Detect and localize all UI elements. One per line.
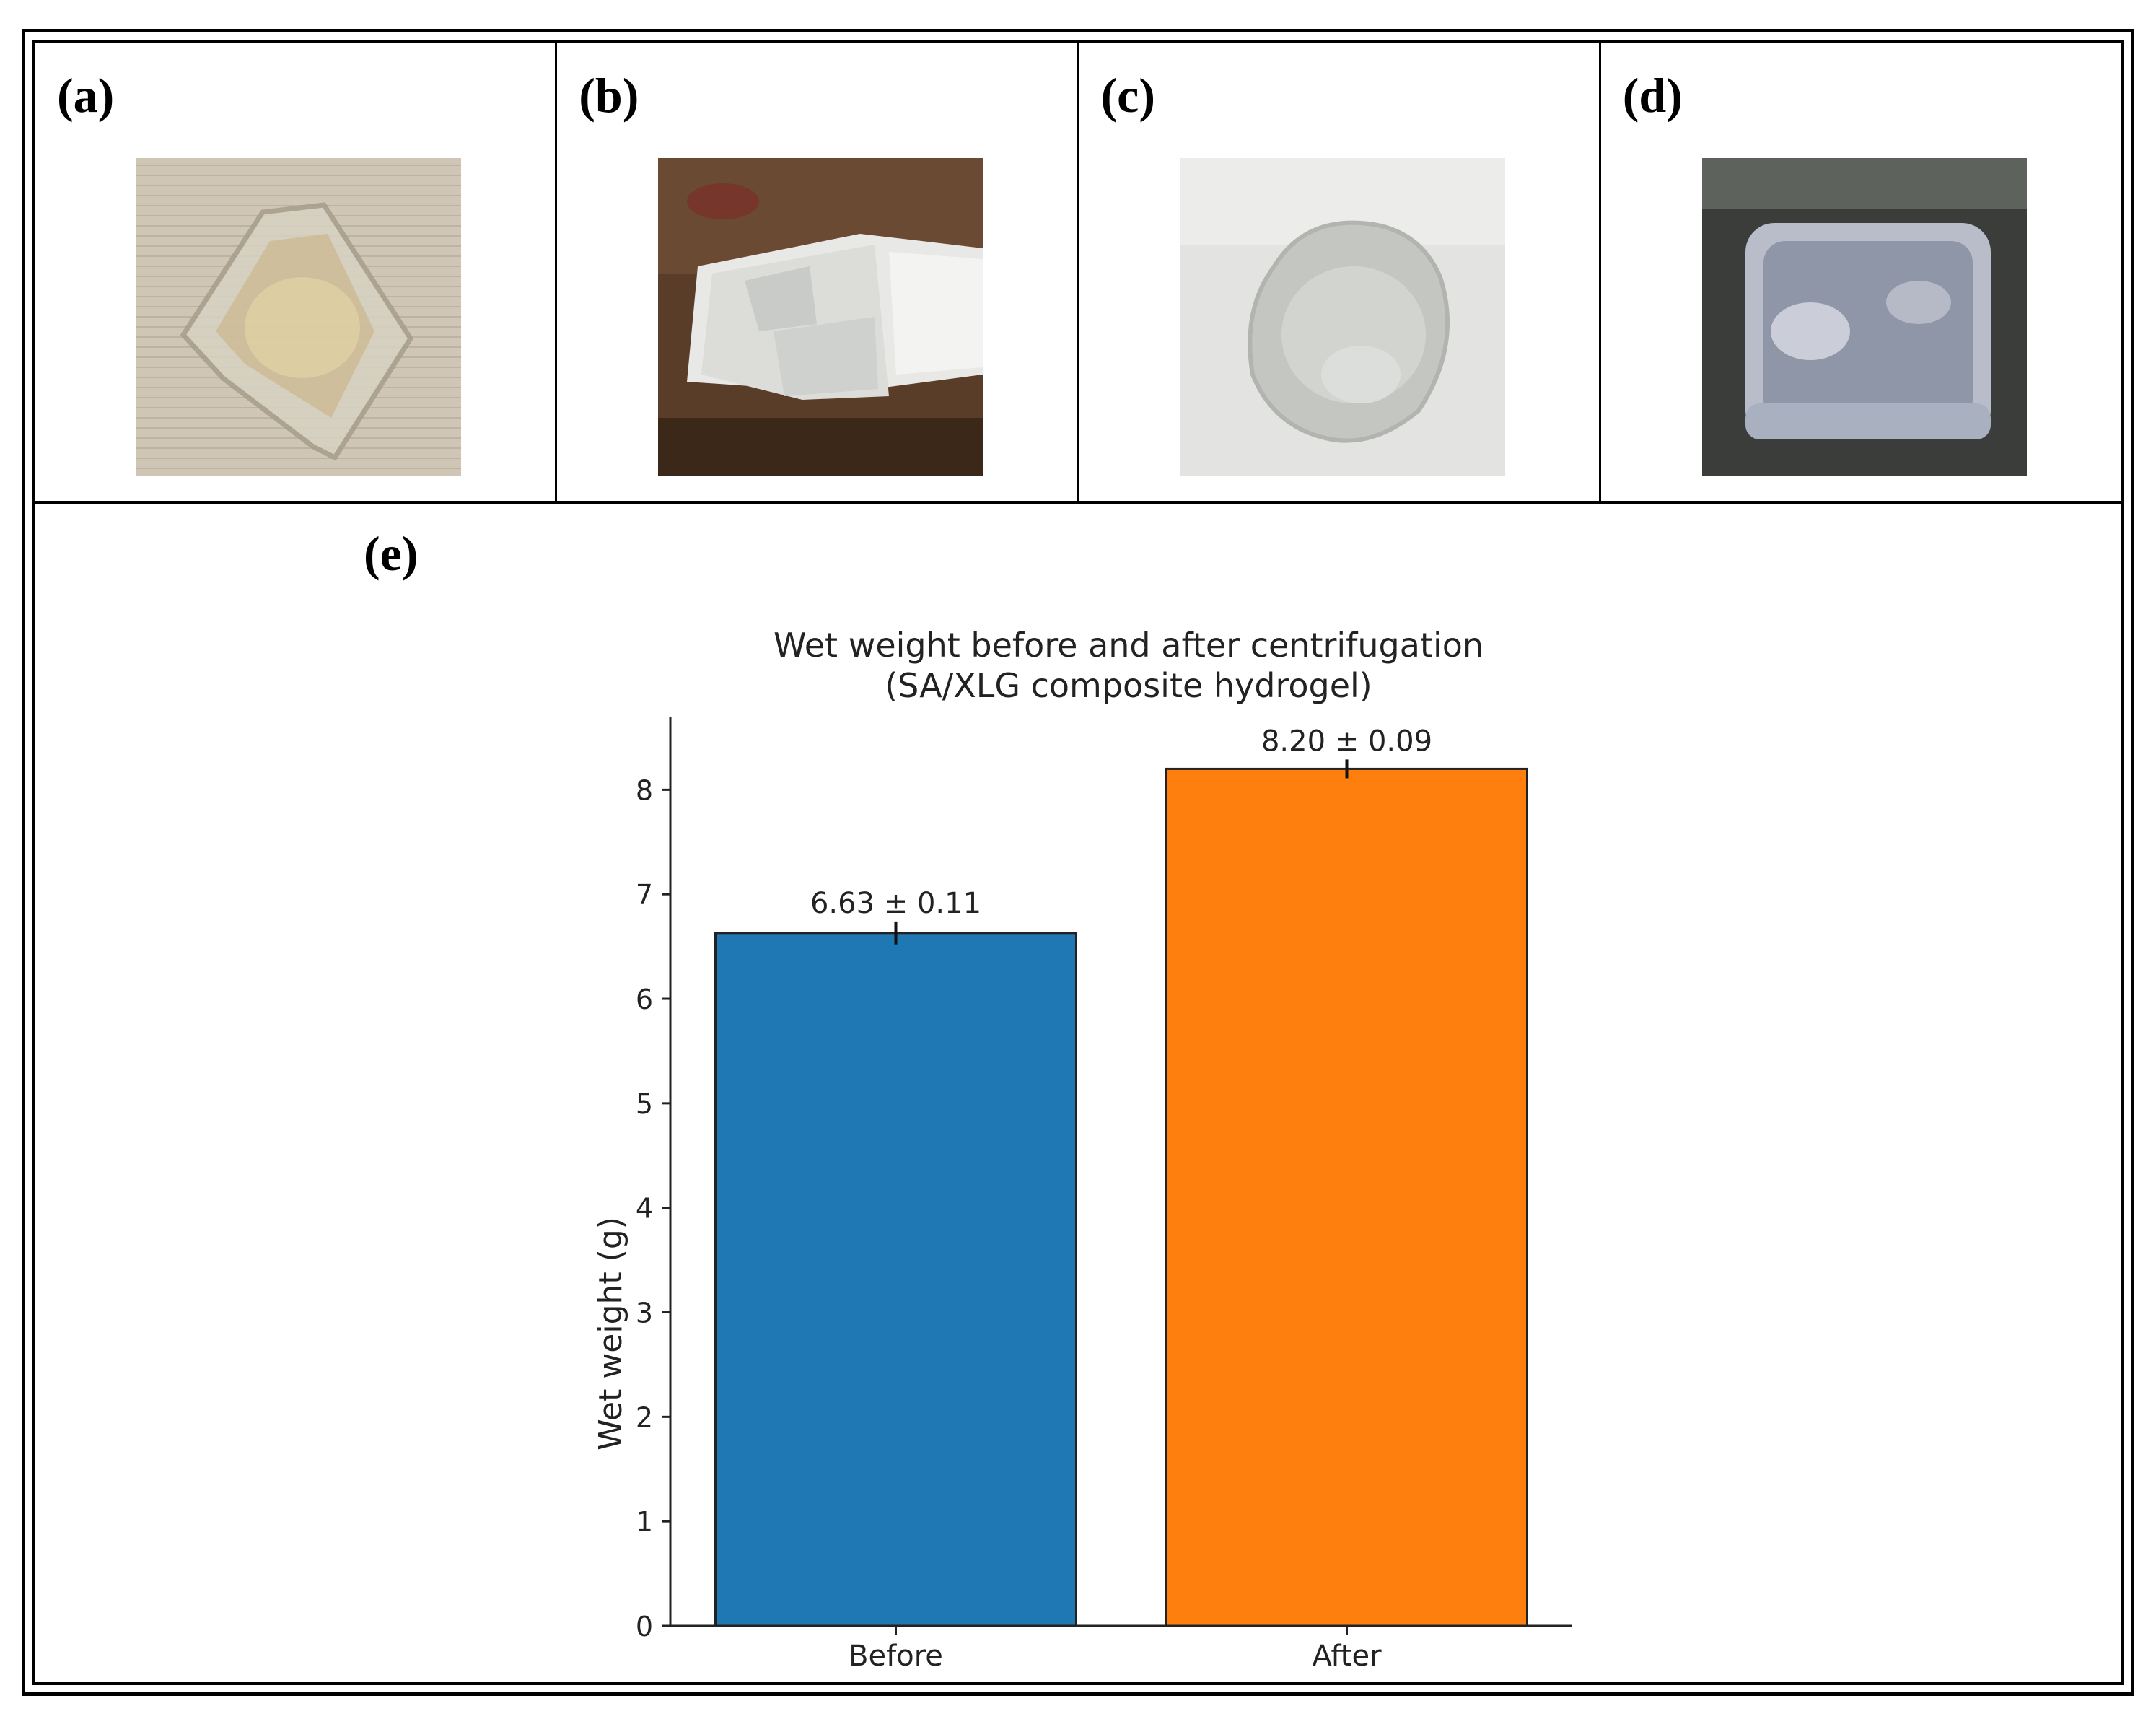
x-tick-label: Before: [849, 1640, 943, 1673]
y-tick-label: 7: [636, 879, 653, 911]
y-tick-label: 2: [636, 1401, 653, 1433]
figure-inner-frame: (a): [32, 40, 2124, 1685]
panel-d-label: (d): [1622, 68, 1683, 123]
photo-panel-row: (a): [35, 43, 2121, 504]
panel-a-label: (a): [57, 68, 115, 123]
y-tick-label: 0: [636, 1611, 653, 1642]
chart-area: 0 1 2 3 4 5 6 7 8 6.63 ± 0.11 Before 8.20 ± 0.09 Aft…: [636, 717, 1572, 1673]
panel-b-label: (b): [579, 68, 639, 123]
chart-panel: (e) Wet weight before and after centrifu…: [35, 504, 2121, 1682]
y-tick-label: 3: [636, 1298, 653, 1329]
x-tick-label: After: [1312, 1640, 1382, 1673]
y-tick-label: 5: [636, 1088, 653, 1120]
panel-c-label: (c): [1100, 68, 1155, 123]
y-tick-label: 1: [636, 1506, 653, 1538]
y-tick-label: 8: [636, 774, 653, 806]
bar-chart: Wet weight before and after centrifugati…: [592, 626, 1572, 1673]
bar: [1165, 767, 1528, 1627]
panel-d-photo: [1701, 158, 2027, 476]
y-axis-label: Wet weight (g): [592, 1217, 629, 1450]
chart-subtitle: (SA/XLG composite hydrogel): [885, 666, 1372, 705]
bar: [714, 932, 1077, 1627]
panel-a-photo: [136, 158, 461, 476]
y-tick-label: 6: [636, 984, 653, 1015]
panel-d: (d): [1601, 43, 2121, 501]
figure-frame: (a): [22, 29, 2134, 1696]
panel-b-photo: [658, 158, 983, 476]
panel-a: (a): [35, 43, 558, 501]
panel-b: (b): [557, 43, 1079, 501]
chart-title: Wet weight before and after centrifugati…: [774, 626, 1484, 665]
panel-c-photo: [1180, 158, 1505, 476]
panel-c: (c): [1079, 43, 1601, 501]
data-label: 6.63 ± 0.11: [810, 887, 981, 920]
y-tick-label: 4: [636, 1193, 653, 1225]
data-label: 8.20 ± 0.09: [1261, 725, 1432, 758]
panel-e-label: (e): [364, 526, 419, 581]
